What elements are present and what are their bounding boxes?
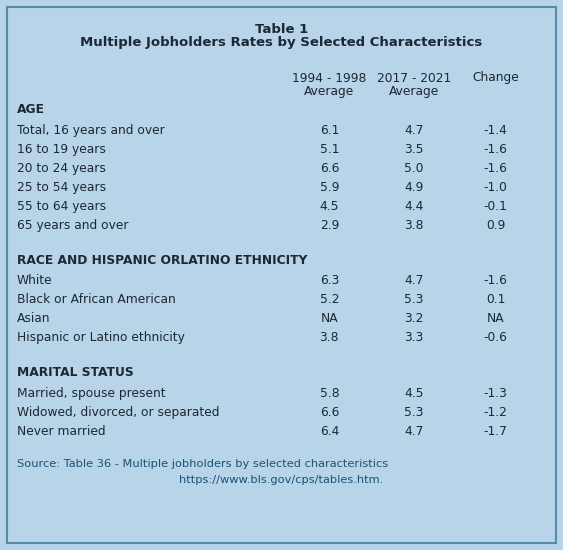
Text: 0.9: 0.9 — [486, 219, 505, 232]
Text: Table 1: Table 1 — [255, 23, 308, 36]
Text: 5.0: 5.0 — [404, 162, 423, 175]
Text: 5.2: 5.2 — [320, 293, 339, 306]
Text: 4.7: 4.7 — [404, 425, 423, 438]
Text: 6.1: 6.1 — [320, 124, 339, 138]
Text: 5.3: 5.3 — [404, 293, 423, 306]
Text: https://www.bls.gov/cps/tables.htm.: https://www.bls.gov/cps/tables.htm. — [180, 475, 383, 486]
Text: Widowed, divorced, or separated: Widowed, divorced, or separated — [17, 405, 220, 419]
Text: 3.5: 3.5 — [404, 143, 423, 156]
Text: RACE AND HISPANIC ORLATINO ETHNICITY: RACE AND HISPANIC ORLATINO ETHNICITY — [17, 254, 307, 267]
Text: 6.4: 6.4 — [320, 425, 339, 438]
Text: 20 to 24 years: 20 to 24 years — [17, 162, 106, 175]
Text: 4.4: 4.4 — [404, 200, 423, 213]
Text: 5.3: 5.3 — [404, 405, 423, 419]
Text: 16 to 19 years: 16 to 19 years — [17, 143, 106, 156]
Text: Multiple Jobholders Rates by Selected Characteristics: Multiple Jobholders Rates by Selected Ch… — [81, 36, 482, 50]
Text: 2.9: 2.9 — [320, 219, 339, 232]
Text: -1.4: -1.4 — [484, 124, 507, 138]
Text: 2017 - 2021: 2017 - 2021 — [377, 72, 451, 85]
Text: Hispanic or Latino ethnicity: Hispanic or Latino ethnicity — [17, 331, 185, 344]
Text: 55 to 64 years: 55 to 64 years — [17, 200, 106, 213]
Text: 25 to 54 years: 25 to 54 years — [17, 181, 106, 194]
Text: -1.6: -1.6 — [484, 143, 507, 156]
Text: 0.1: 0.1 — [486, 293, 505, 306]
Text: 5.9: 5.9 — [320, 181, 339, 194]
Text: 6.6: 6.6 — [320, 162, 339, 175]
Text: -1.6: -1.6 — [484, 162, 507, 175]
Text: 1994 - 1998: 1994 - 1998 — [292, 72, 367, 85]
Text: -1.3: -1.3 — [484, 387, 507, 400]
Text: AGE: AGE — [17, 103, 45, 117]
Text: -1.7: -1.7 — [484, 425, 507, 438]
Text: Change: Change — [472, 72, 519, 85]
Text: 4.7: 4.7 — [404, 124, 423, 138]
Text: -1.6: -1.6 — [484, 274, 507, 288]
Text: White: White — [17, 274, 52, 288]
Text: -1.2: -1.2 — [484, 405, 507, 419]
Text: 65 years and over: 65 years and over — [17, 219, 128, 232]
Text: MARITAL STATUS: MARITAL STATUS — [17, 366, 133, 379]
Text: 4.5: 4.5 — [320, 200, 339, 213]
Text: Source: Table 36 - Multiple jobholders by selected characteristics: Source: Table 36 - Multiple jobholders b… — [17, 459, 388, 469]
Text: NA: NA — [486, 312, 504, 326]
Text: Average: Average — [388, 85, 439, 98]
Text: -0.1: -0.1 — [484, 200, 507, 213]
Text: 3.8: 3.8 — [404, 219, 423, 232]
Text: -0.6: -0.6 — [484, 331, 507, 344]
Text: 6.6: 6.6 — [320, 405, 339, 419]
Text: 4.9: 4.9 — [404, 181, 423, 194]
Text: 4.7: 4.7 — [404, 274, 423, 288]
Text: 3.3: 3.3 — [404, 331, 423, 344]
Text: Asian: Asian — [17, 312, 51, 326]
Text: Black or African American: Black or African American — [17, 293, 176, 306]
Text: Average: Average — [304, 85, 355, 98]
Text: -1.0: -1.0 — [484, 181, 507, 194]
Text: 3.2: 3.2 — [404, 312, 423, 326]
Text: Never married: Never married — [17, 425, 105, 438]
Text: 5.8: 5.8 — [320, 387, 339, 400]
Text: 5.1: 5.1 — [320, 143, 339, 156]
Text: NA: NA — [320, 312, 338, 326]
Text: Total, 16 years and over: Total, 16 years and over — [17, 124, 164, 138]
Text: Married, spouse present: Married, spouse present — [17, 387, 166, 400]
Text: 6.3: 6.3 — [320, 274, 339, 288]
Text: 4.5: 4.5 — [404, 387, 423, 400]
Text: 3.8: 3.8 — [320, 331, 339, 344]
